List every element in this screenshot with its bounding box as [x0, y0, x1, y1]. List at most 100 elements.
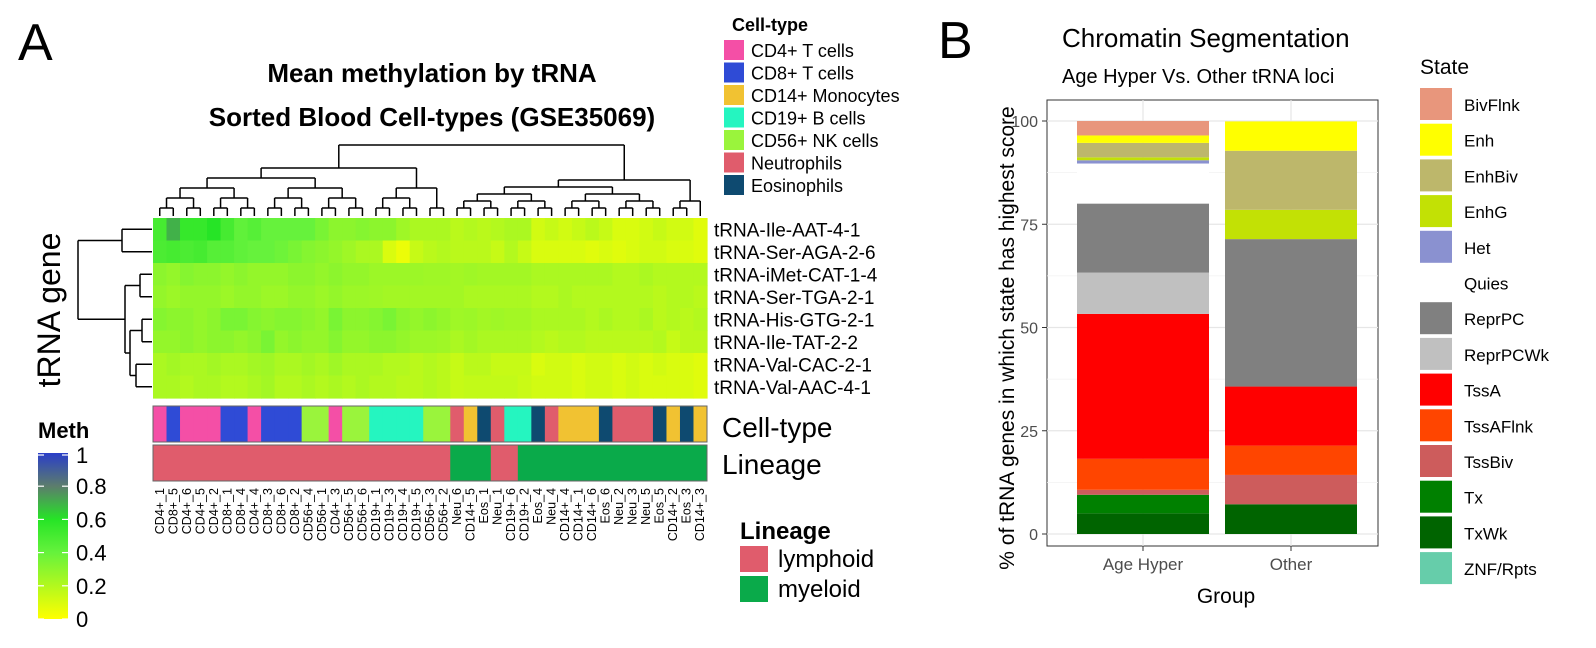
- heatmap-cell: [490, 375, 505, 399]
- heatmap-column-label: Eos_1: [477, 488, 491, 523]
- heatmap-cell: [504, 240, 519, 264]
- celltype-annotation-cell: [544, 406, 559, 442]
- heatmap-cell: [382, 240, 397, 264]
- heatmap-cell: [477, 330, 492, 354]
- heatmap-cell: [261, 375, 276, 399]
- heatmap-cell: [490, 240, 505, 264]
- heatmap-cell: [153, 375, 168, 399]
- heatmap-cell: [274, 353, 289, 377]
- lineage-annotation-cell: [693, 445, 708, 481]
- heatmap-cell: [369, 353, 384, 377]
- heatmap-cell: [504, 375, 519, 399]
- lineage-annotation-cell: [274, 445, 289, 481]
- heatmap-cell: [301, 308, 316, 332]
- heatmap-cell: [234, 218, 249, 242]
- heatmap-cell: [477, 263, 492, 287]
- heatmap-cell: [180, 308, 195, 332]
- state-legend-swatch: [1420, 159, 1452, 192]
- heatmap-cell: [666, 353, 681, 377]
- heatmap-column-label: Neu_3: [626, 488, 640, 525]
- meth-tick-label: 0.6: [76, 507, 107, 532]
- heatmap-cell: [288, 285, 303, 309]
- state-legend-label: TssAFlnk: [1464, 417, 1533, 436]
- celltype-annotation-cell: [571, 406, 586, 442]
- celltype-annotation-cell: [450, 406, 465, 442]
- lineage-annotation-cell: [396, 445, 411, 481]
- lineage-annotation-label: Lineage: [722, 449, 822, 480]
- celltype-legend-swatch: [724, 175, 744, 195]
- heatmap-cell: [450, 353, 465, 377]
- heatmap-cell: [693, 308, 708, 332]
- heatmap-cell: [666, 330, 681, 354]
- bar-y-tick-label: 100: [1011, 114, 1038, 131]
- heatmap-cell: [612, 308, 627, 332]
- heatmap-cell: [328, 353, 343, 377]
- heatmap-cell: [544, 330, 559, 354]
- heatmap-cell: [274, 263, 289, 287]
- heatmap-cell: [355, 330, 370, 354]
- heatmap-column-label: CD56+_6: [355, 488, 369, 541]
- bar-segment: [1077, 513, 1209, 534]
- heatmap-cell: [342, 375, 357, 399]
- heatmap-cell: [652, 263, 668, 287]
- heatmap-cell: [369, 308, 384, 332]
- heatmap-cell: [585, 285, 600, 309]
- heatmap-cell: [504, 353, 519, 377]
- heatmap-cell: [585, 263, 600, 287]
- heatmap-cell: [166, 375, 181, 399]
- heatmap-cell: [571, 218, 586, 242]
- bar-segment: [1225, 150, 1357, 210]
- heatmap-cell: [558, 353, 573, 377]
- celltype-annotation-cell: [666, 406, 681, 442]
- heatmap-cell: [544, 218, 559, 242]
- heatmap-cell: [652, 285, 668, 309]
- bar-segment: [1225, 239, 1357, 387]
- heatmap-cell: [558, 308, 573, 332]
- lineage-annotation-cell: [234, 445, 249, 481]
- heatmap-cell: [328, 330, 343, 354]
- heatmap-cell: [423, 353, 438, 377]
- heatmap-cell: [679, 353, 695, 377]
- bar-segment: [1077, 313, 1209, 459]
- heatmap-cell: [382, 330, 397, 354]
- celltype-annotation-cell: [490, 406, 505, 442]
- bar-x-tick-label: Other: [1270, 555, 1313, 574]
- lineage-annotation-cell: [571, 445, 586, 481]
- heatmap-cell: [436, 353, 451, 377]
- bar-segment: [1077, 494, 1209, 514]
- heatmap-cell: [477, 308, 492, 332]
- heatmap-cell: [598, 308, 614, 332]
- heatmap-cell: [409, 353, 424, 377]
- row-dendrogram: [77, 228, 152, 388]
- heatmap-cell: [220, 285, 235, 309]
- meth-tick-label: 1: [76, 443, 88, 468]
- heatmap-cell: [396, 330, 411, 354]
- heatmap-cell: [288, 353, 303, 377]
- heatmap-cell: [504, 263, 519, 287]
- heatmap-cell: [612, 263, 627, 287]
- heatmap-cell: [396, 353, 411, 377]
- heatmap-cell: [355, 263, 370, 287]
- celltype-annotation-cell: [409, 406, 424, 442]
- heatmap-cell: [517, 285, 532, 309]
- heatmap-cell: [207, 218, 222, 242]
- celltype-annotation-cell: [382, 406, 397, 442]
- heatmap-cell: [369, 330, 384, 354]
- heatmap-cell: [544, 308, 559, 332]
- heatmap-column-label: CD14+_2: [666, 488, 680, 541]
- celltype-annotation-cell: [639, 406, 654, 442]
- heatmap-cell: [288, 375, 303, 399]
- heatmap-column-label: CD19+_6: [504, 488, 518, 541]
- heatmap-cell: [652, 308, 668, 332]
- heatmap-cell: [598, 330, 614, 354]
- heatmap-cell: [571, 375, 586, 399]
- celltype-annotation-cell: [207, 406, 222, 442]
- heatmap-column-label: CD8+_6: [274, 488, 288, 534]
- heatmap-column-label: CD4+_4: [247, 488, 261, 534]
- heatmap-cell: [328, 218, 343, 242]
- heatmap-cell: [517, 240, 532, 264]
- lineage-legend-label: myeloid: [778, 576, 861, 603]
- heatmap-cell: [679, 285, 695, 309]
- heatmap-cell: [355, 308, 370, 332]
